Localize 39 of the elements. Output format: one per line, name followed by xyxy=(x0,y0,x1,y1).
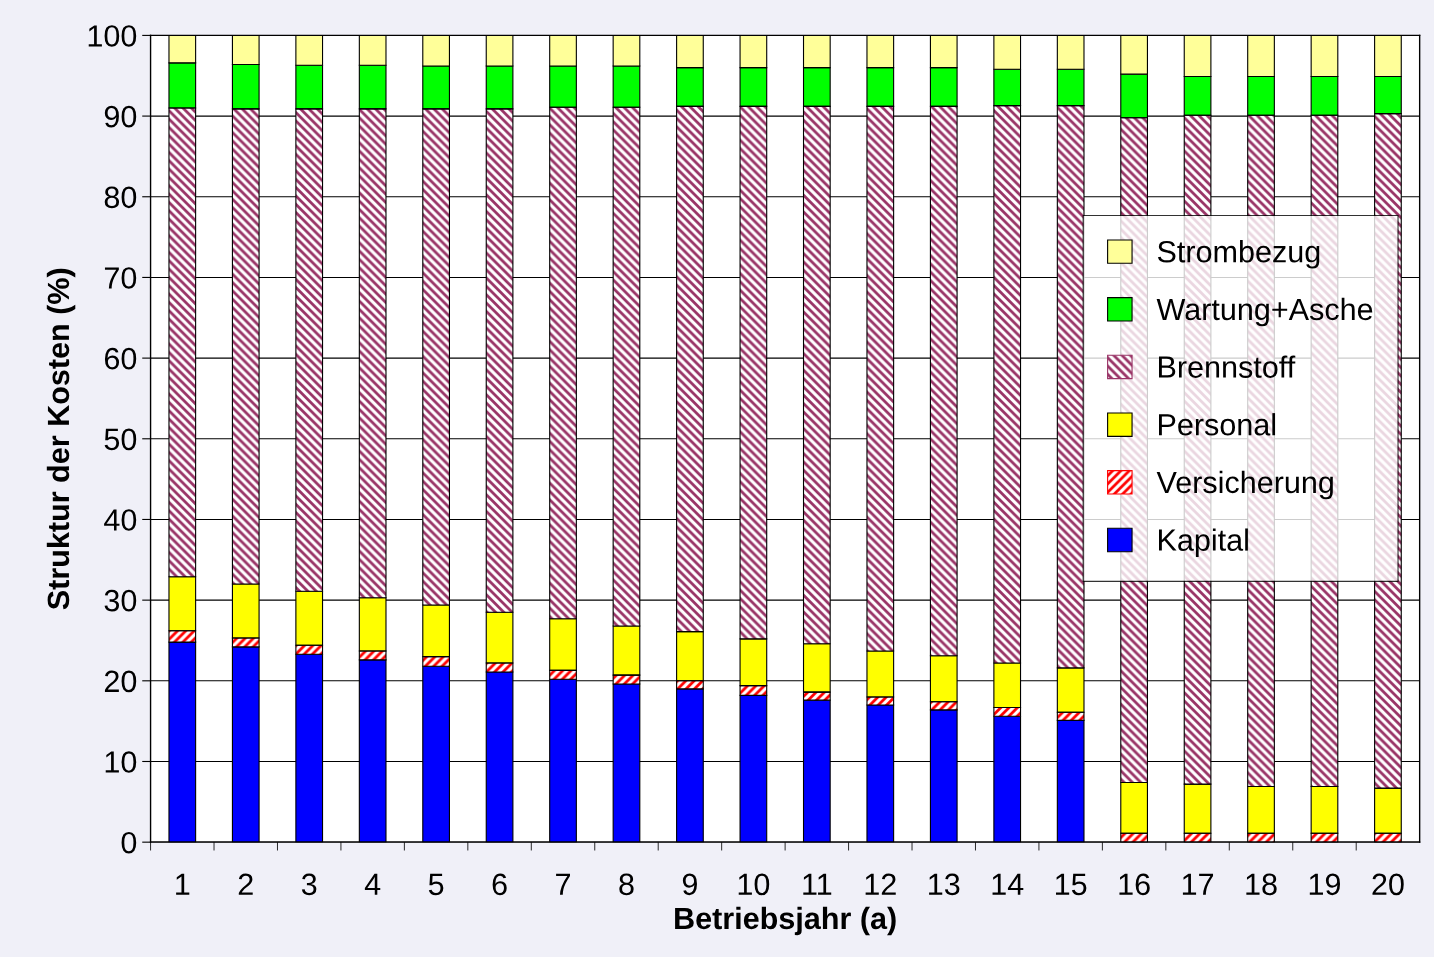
x-tick-label: 20 xyxy=(1372,873,1404,896)
x-tick-label: 14 xyxy=(992,873,1024,895)
x-tick-label: 3 xyxy=(301,873,317,896)
legend-label: Kapital xyxy=(1159,528,1248,557)
y-tick-label: 90 xyxy=(104,105,137,128)
x-tick-label: 18 xyxy=(1246,873,1277,896)
legend-label: Personal xyxy=(1159,413,1276,436)
y-tick-label: 70 xyxy=(104,267,137,289)
legend-label: Wartung+Asche xyxy=(1156,297,1373,327)
legend-label: Versicherung xyxy=(1156,470,1333,500)
x-axis-title: Betriebsjahr (a) xyxy=(675,906,896,936)
x-tick-label: 10 xyxy=(738,873,770,896)
x-tick-label: 11 xyxy=(803,873,832,895)
y-tick-label: 80 xyxy=(104,186,137,209)
x-tick-label: 12 xyxy=(865,873,896,895)
y-tick-label: 100 xyxy=(88,25,137,47)
legend-label: Brennstoff xyxy=(1159,355,1296,378)
y-tick-label: 60 xyxy=(104,347,137,370)
x-tick-label: 9 xyxy=(682,873,697,896)
y-tick-label: 30 xyxy=(104,589,137,612)
y-axis-title: Struktur der Kosten (%) xyxy=(46,268,76,610)
x-tick-label: 1 xyxy=(176,873,190,895)
x-tick-label: 4 xyxy=(364,873,381,895)
x-tick-label: 17 xyxy=(1182,873,1214,895)
y-tick-label: 40 xyxy=(104,509,137,531)
x-tick-label: 15 xyxy=(1056,873,1087,896)
y-tick-label: 10 xyxy=(105,751,137,773)
y-tick-label: 0 xyxy=(121,831,137,854)
x-tick-label: 13 xyxy=(929,873,960,896)
x-tick-label: 16 xyxy=(1119,873,1150,896)
x-tick-label: 8 xyxy=(619,873,634,896)
legend-label: Strombezug xyxy=(1157,240,1320,269)
x-tick-label: 5 xyxy=(428,873,444,896)
x-tick-label: 6 xyxy=(492,873,507,896)
x-tick-label: 2 xyxy=(238,873,253,895)
y-tick-label: 50 xyxy=(104,428,137,451)
x-tick-label: 7 xyxy=(556,873,570,895)
x-tick-label: 19 xyxy=(1309,873,1341,896)
y-tick-label: 20 xyxy=(104,670,137,693)
